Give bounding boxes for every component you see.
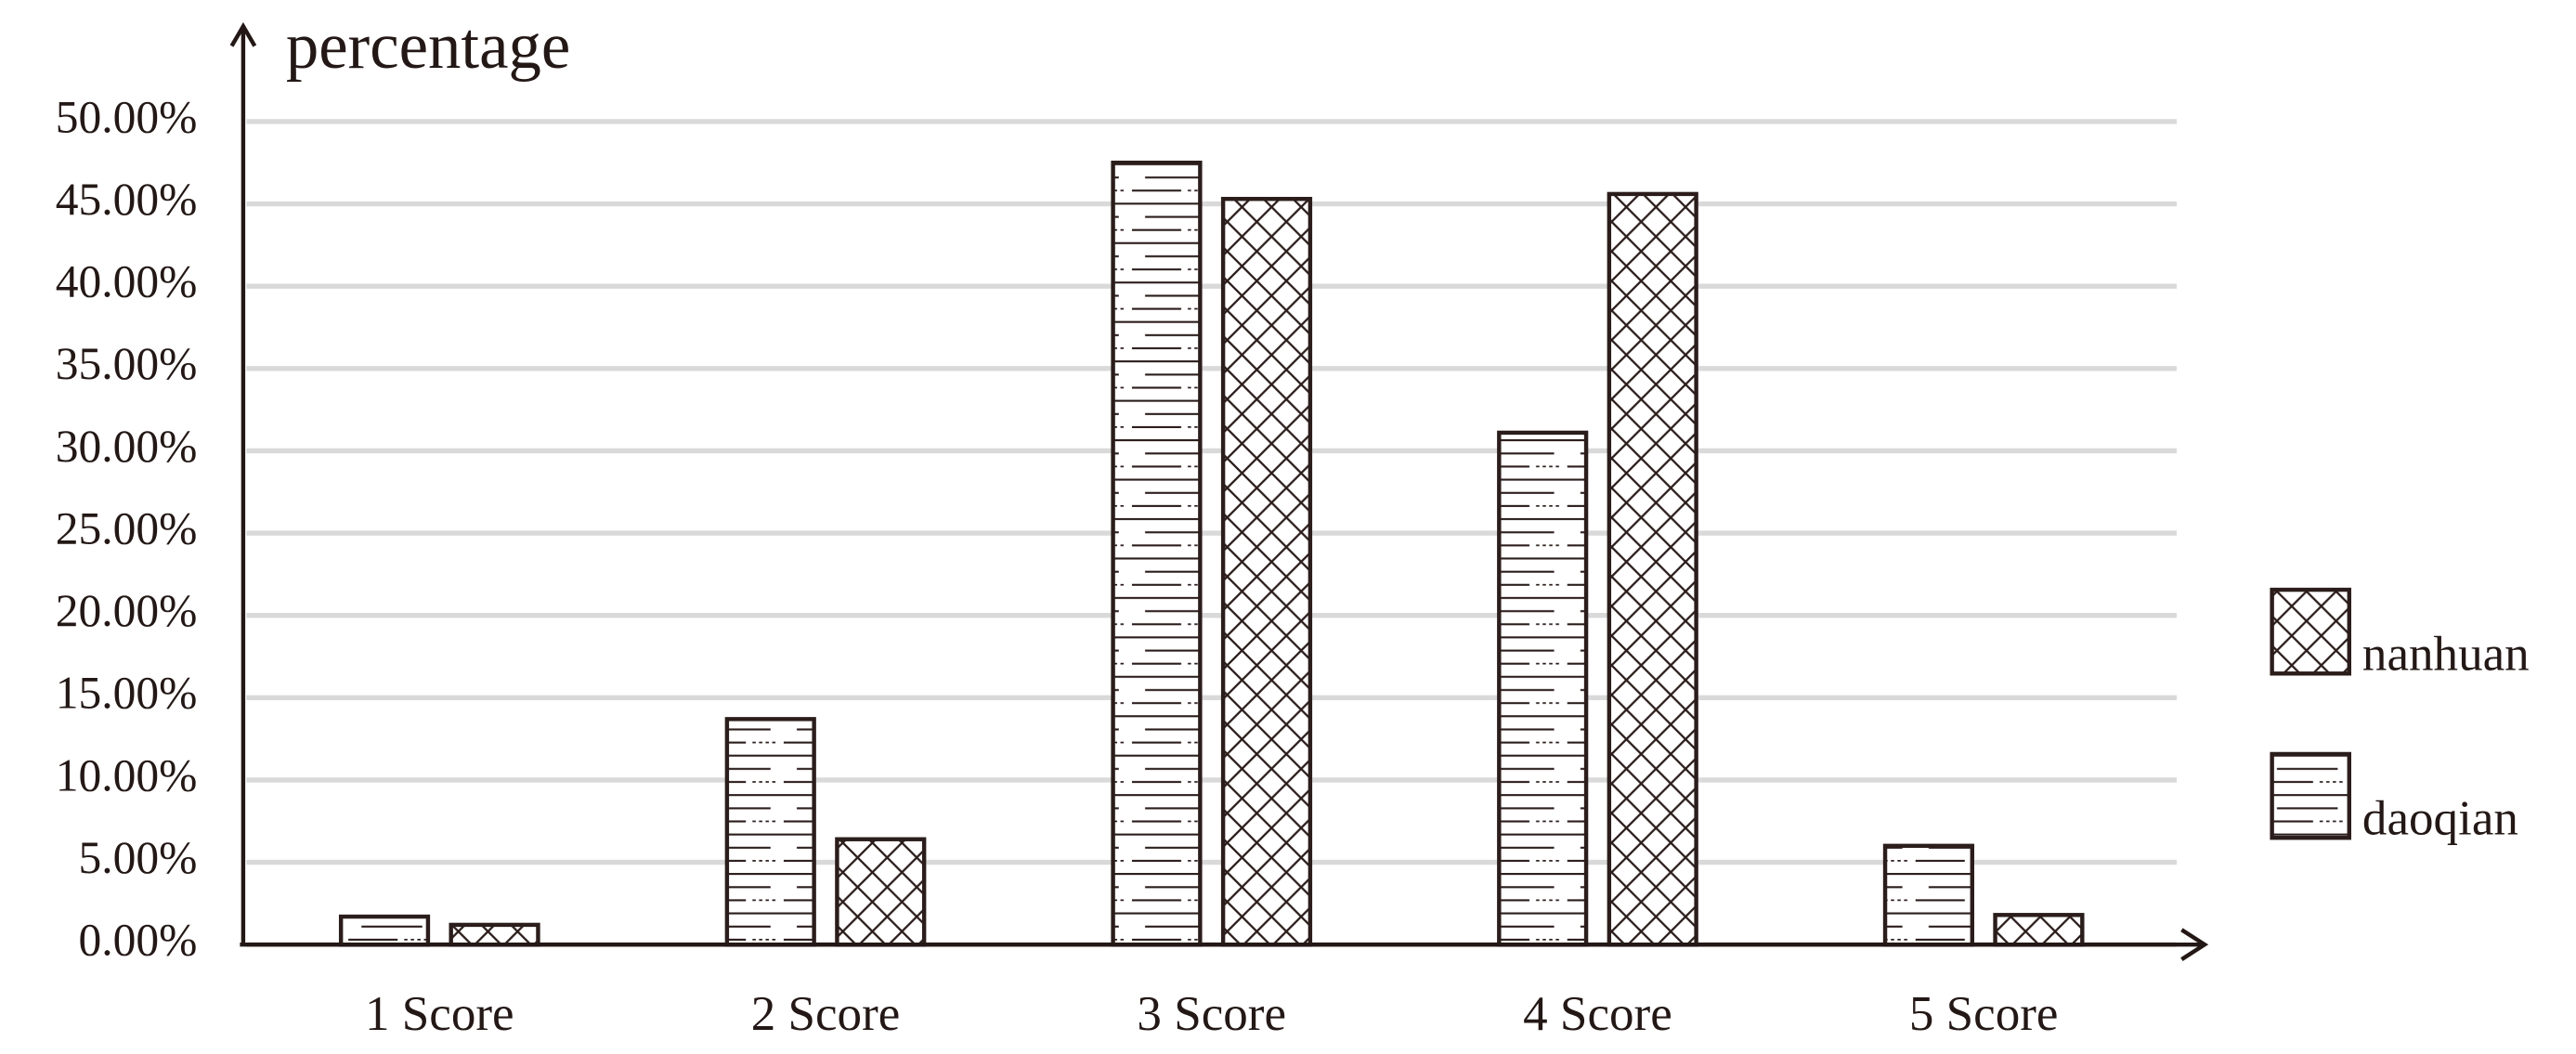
- x-tick-label: 5 Score: [1909, 987, 2059, 1041]
- y-axis-title: percentage: [286, 10, 570, 83]
- y-tick-label: 40.00%: [56, 256, 198, 307]
- bar: [1607, 191, 1698, 947]
- bar: [1993, 913, 2085, 947]
- legend-label: daoqian: [2362, 791, 2518, 845]
- y-tick-label: 15.00%: [56, 668, 198, 719]
- legend-swatch: [2270, 587, 2351, 676]
- y-tick-label: 30.00%: [56, 421, 198, 472]
- x-tick-label: 3 Score: [1137, 987, 1286, 1041]
- bar: [338, 914, 431, 947]
- bar: [1882, 843, 1975, 947]
- y-tick-label: 0.00%: [78, 915, 197, 966]
- y-tick-label: 5.00%: [78, 832, 197, 883]
- x-axis-arrow: [2180, 928, 2209, 961]
- bar: [724, 717, 816, 947]
- bar: [1111, 161, 1203, 947]
- x-tick-label: 4 Score: [1523, 987, 1672, 1041]
- bar: [1497, 430, 1589, 947]
- legend-label: nanhuan: [2362, 628, 2530, 682]
- y-tick-label: 20.00%: [56, 585, 198, 636]
- bar: [1220, 197, 1313, 947]
- legend-swatch: [2270, 751, 2351, 840]
- y-tick-label: 50.00%: [56, 91, 198, 142]
- y-tick-label: 45.00%: [56, 174, 198, 225]
- y-axis-arrow: [229, 21, 257, 47]
- x-tick-label: 1 Score: [365, 987, 514, 1041]
- y-tick-label: 10.00%: [56, 749, 198, 800]
- y-tick-label: 25.00%: [56, 502, 198, 553]
- bar: [449, 922, 540, 947]
- x-tick-label: 2 Score: [751, 987, 901, 1041]
- y-tick-label: 35.00%: [56, 338, 198, 389]
- bar: [835, 837, 927, 947]
